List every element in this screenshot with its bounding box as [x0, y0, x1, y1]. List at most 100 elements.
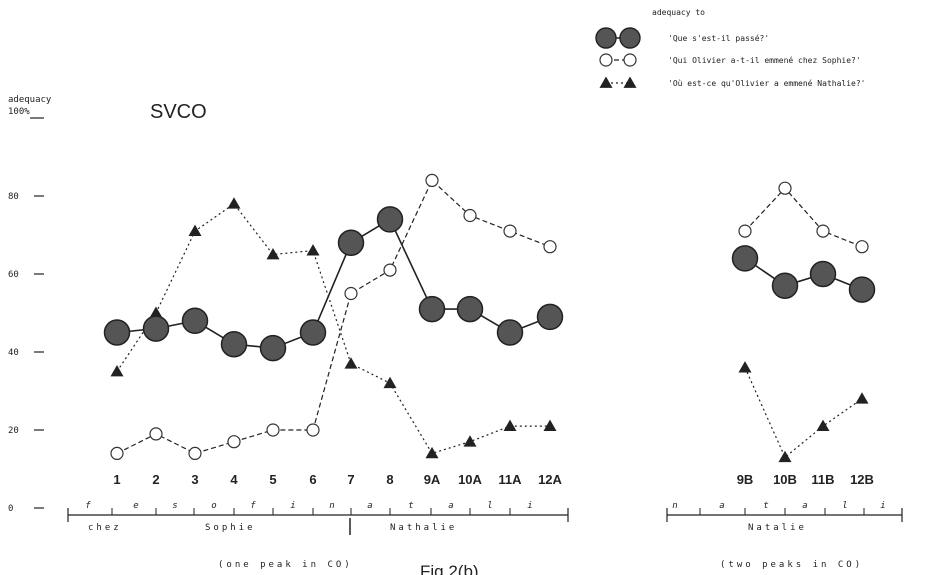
- data-point-left-triangle: [110, 365, 124, 377]
- x-tick-label: 9A: [424, 472, 441, 487]
- data-point-left-open: [503, 224, 517, 238]
- y-axis: 0 20 40 60 80: [8, 192, 44, 514]
- syllable-label: i: [880, 501, 885, 511]
- data-point-left-open: [306, 423, 320, 437]
- data-point-right-triangle: [778, 450, 792, 463]
- y-tick-label: 80: [8, 192, 19, 202]
- syllable-label: n: [329, 501, 334, 511]
- syllable-label: i: [527, 501, 532, 511]
- y-tick-label: 60: [8, 270, 19, 280]
- series-right-filled: [731, 245, 876, 303]
- legend-title: adequacy to: [652, 8, 705, 17]
- data-point-right-filled: [809, 260, 837, 288]
- legend-marker: [623, 76, 637, 88]
- legend-item-triangle: 'Où est-ce qu'Olivier a emmené Nathalie?…: [599, 76, 865, 88]
- data-point-right-open: [816, 224, 830, 238]
- word-label: Nathalie: [390, 523, 457, 533]
- left-panel-note: (one peak in CO): [218, 560, 353, 570]
- syllable-label: s: [172, 501, 177, 511]
- x-tick-label: 12B: [850, 472, 874, 487]
- data-point-left-filled: [142, 315, 170, 342]
- syllable-label: l: [842, 501, 847, 511]
- right-panel-note: (two peaks in CO): [720, 560, 863, 570]
- data-point-left-triangle: [543, 419, 557, 431]
- data-point-left-triangle: [344, 357, 358, 369]
- data-point-left-open: [344, 286, 358, 301]
- data-point-left-triangle: [463, 435, 477, 447]
- legend: adequacy to 'Que s'est-il passé?' 'Qui Ol…: [595, 8, 865, 88]
- series-line-right-filled: [744, 257, 863, 291]
- word-label: Natalie: [748, 523, 807, 533]
- syllable-label: f: [85, 501, 91, 511]
- legend-item-filled: 'Que s'est-il passé?': [595, 27, 769, 49]
- data-point-left-filled: [103, 319, 131, 346]
- x-tick-label: 9B: [737, 472, 754, 487]
- syllable-label: n: [672, 501, 677, 511]
- legend-marker: [599, 53, 613, 67]
- data-point-left-filled: [220, 330, 248, 358]
- series-right-open: [738, 181, 869, 254]
- syllable-label: f: [250, 501, 256, 511]
- data-point-left-triangle: [306, 244, 320, 256]
- x-tick-label: 11A: [498, 472, 522, 487]
- x-axis: 1 2 3 4 5 6 7 8 9A 10A 11A 12A f e s o f i n a t a l i chez Sophi…: [67, 472, 903, 535]
- y-tick-label: 0: [8, 504, 13, 514]
- data-point-left-open: [188, 446, 202, 460]
- y-axis-label-line1: adequacy: [8, 95, 52, 105]
- data-point-left-triangle: [188, 224, 202, 236]
- syllable-label: o: [211, 501, 216, 511]
- y-tick-label: 20: [8, 426, 19, 436]
- word-label: Sophie: [205, 523, 256, 533]
- data-point-left-open: [227, 435, 241, 449]
- data-point-left-filled: [456, 295, 484, 323]
- x-tick-label: 2: [152, 472, 159, 487]
- x-tick-label: 5: [269, 472, 276, 487]
- data-point-left-triangle: [266, 248, 280, 260]
- data-point-right-filled: [848, 276, 876, 303]
- x-tick-label: 7: [347, 472, 354, 487]
- series-line-left-open: [116, 179, 551, 455]
- legend-marker: [623, 53, 637, 67]
- data-point-right-triangle: [816, 419, 830, 431]
- data-point-left-triangle: [149, 306, 163, 318]
- data-point-left-filled: [337, 229, 365, 257]
- data-point-left-open: [383, 263, 397, 277]
- syllable-label: e: [133, 501, 138, 511]
- syllable-label: a: [367, 501, 372, 511]
- series-line-right-triangle: [744, 367, 863, 459]
- data-point-left-filled: [418, 295, 446, 323]
- y-tick-label: 40: [8, 348, 19, 358]
- series-left-filled: [103, 206, 564, 362]
- data-point-right-triangle: [855, 392, 869, 404]
- chart-title: SVCO: [150, 101, 207, 123]
- x-tick-label: 3: [191, 472, 198, 487]
- legend-label: 'Où est-ce qu'Olivier a emmené Nathalie?…: [668, 78, 865, 88]
- legend-marker: [595, 27, 617, 49]
- figure-caption: Fig.2(b): [420, 562, 479, 575]
- syllable-label: a: [719, 501, 724, 511]
- data-point-right-open: [738, 224, 752, 238]
- legend-item-open: 'Qui Olivier a-t-il emmené chez Sophie?': [599, 53, 861, 67]
- x-tick-label: 12A: [538, 472, 562, 487]
- x-tick-label: 8: [386, 472, 393, 487]
- x-tick-label: 1: [113, 472, 120, 487]
- x-tick-label: 10A: [458, 472, 482, 487]
- legend-marker: [619, 27, 641, 49]
- legend-label: 'Que s'est-il passé?': [668, 33, 769, 43]
- syllable-label: a: [802, 501, 807, 511]
- data-point-left-filled: [299, 319, 327, 346]
- data-point-right-open: [855, 240, 869, 254]
- syllable-label: i: [290, 501, 295, 511]
- x-tick-label: 6: [309, 472, 316, 487]
- x-tick-label: 11B: [811, 472, 834, 487]
- y-axis-label-line2: 100%: [8, 107, 30, 117]
- data-point-left-triangle: [383, 376, 397, 389]
- data-point-left-filled: [376, 206, 404, 233]
- syllable-label: t: [408, 501, 413, 511]
- series-line-left-triangle: [116, 202, 550, 455]
- data-point-left-open: [110, 446, 124, 460]
- data-point-right-filled: [771, 272, 799, 299]
- series-left-triangle: [110, 197, 557, 459]
- data-point-left-filled: [259, 334, 287, 362]
- syllable-label: t: [763, 501, 768, 511]
